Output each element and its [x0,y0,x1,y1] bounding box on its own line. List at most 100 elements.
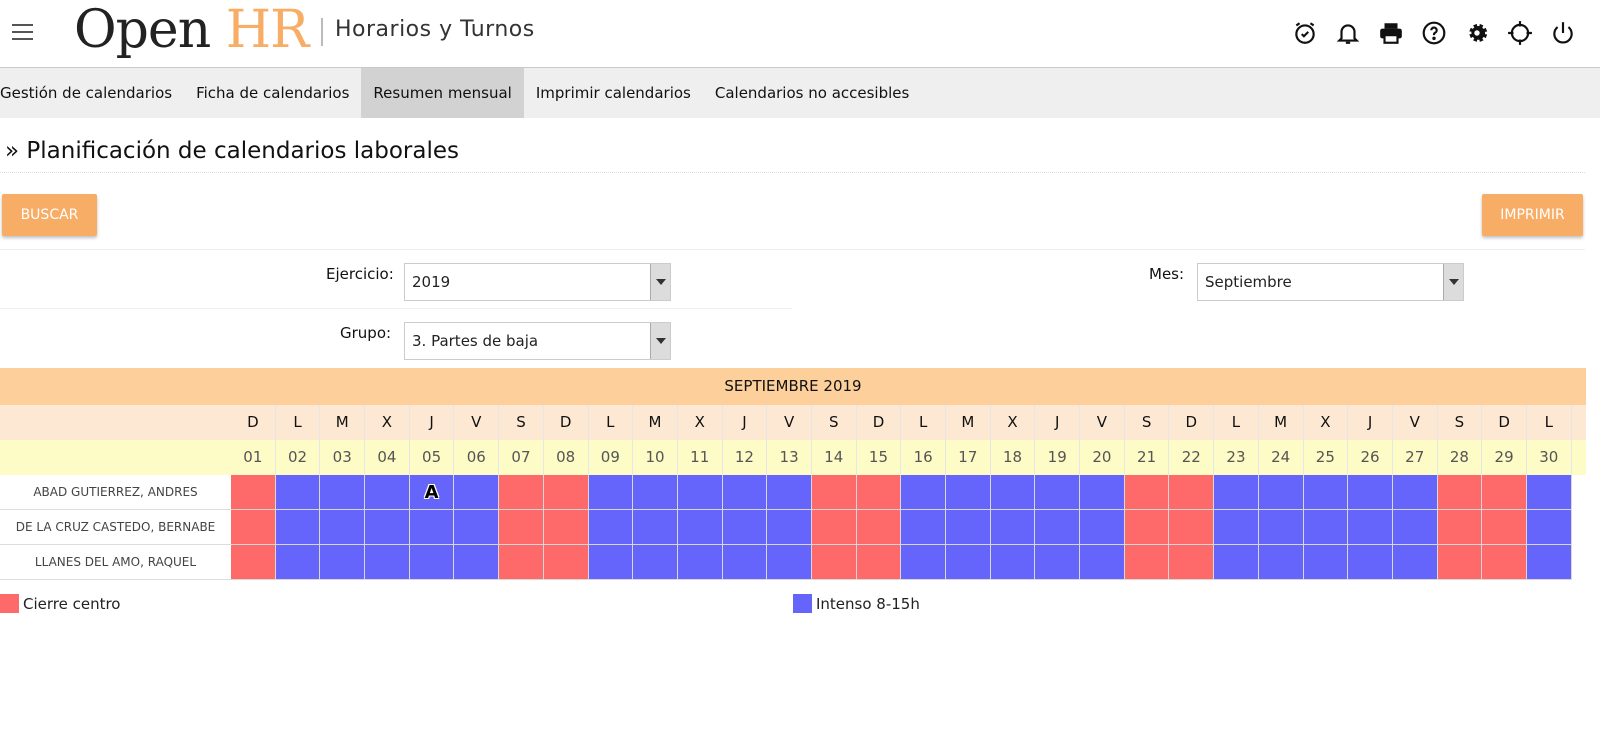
calendar-day-cell[interactable] [1348,545,1393,580]
calendar-day-cell[interactable]: A [409,475,455,510]
calendar-day-cell[interactable] [1348,510,1393,545]
calendar-day-cell[interactable] [811,475,857,510]
calendar-day-cell[interactable] [856,545,902,580]
calendar-day-cell[interactable] [1035,510,1081,545]
calendar-day-cell[interactable] [677,475,723,510]
calendar-day-cell[interactable] [1303,545,1349,580]
calendar-day-cell[interactable] [633,545,678,580]
calendar-day-cell[interactable] [1482,510,1527,545]
calendar-day-cell[interactable] [588,475,634,510]
calendar-day-cell[interactable] [409,510,455,545]
calendar-day-cell[interactable] [767,510,812,545]
calendar-day-cell[interactable] [1437,510,1483,545]
tab-ficha-calendarios[interactable]: Ficha de calendarios [196,84,350,102]
print-button[interactable]: IMPRIMIR [1482,194,1583,236]
calendar-day-cell[interactable] [1124,475,1170,510]
calendar-day-cell[interactable] [811,545,857,580]
calendar-day-cell[interactable] [409,545,455,580]
calendar-day-cell[interactable] [1035,475,1081,510]
calendar-day-cell[interactable] [1303,475,1349,510]
hamburger-menu-icon[interactable] [12,24,33,40]
calendar-day-cell[interactable] [1392,475,1438,510]
calendar-day-cell[interactable] [1258,545,1304,580]
calendar-day-cell[interactable] [499,510,544,545]
calendar-day-cell[interactable] [275,475,321,510]
calendar-day-cell[interactable] [1348,475,1393,510]
mes-select[interactable]: Septiembre [1197,263,1464,301]
calendar-day-cell[interactable] [1169,475,1215,510]
tab-resumen-mensual[interactable]: Resumen mensual [361,68,524,118]
openhr-logo[interactable]: Open HR [74,0,309,60]
calendar-day-cell[interactable] [677,510,723,545]
calendar-day-cell[interactable] [543,510,589,545]
calendar-day-cell[interactable] [275,510,321,545]
calendar-day-cell[interactable] [1258,475,1304,510]
calendar-day-cell[interactable] [767,545,812,580]
crosshair-icon[interactable] [1507,20,1533,46]
chevron-down-icon[interactable] [650,264,670,300]
calendar-day-cell[interactable] [1080,545,1125,580]
calendar-day-cell[interactable] [633,510,678,545]
calendar-day-cell[interactable] [543,545,589,580]
calendar-day-cell[interactable] [320,545,366,580]
calendar-day-cell[interactable] [1124,510,1170,545]
calendar-day-cell[interactable] [454,475,500,510]
calendar-day-cell[interactable] [1482,475,1527,510]
calendar-day-cell[interactable] [454,545,500,580]
calendar-day-cell[interactable] [901,475,946,510]
calendar-day-cell[interactable] [231,475,276,510]
calendar-day-cell[interactable] [588,545,634,580]
calendar-day-cell[interactable] [543,475,589,510]
calendar-day-cell[interactable] [1035,545,1081,580]
calendar-day-cell[interactable] [677,545,723,580]
calendar-day-cell[interactable] [1214,510,1259,545]
calendar-day-cell[interactable] [1169,545,1215,580]
calendar-day-cell[interactable] [499,475,544,510]
alarm-clock-icon[interactable] [1292,20,1318,46]
employee-name[interactable]: DE LA CRUZ CASTEDO, BERNABE [0,510,231,545]
calendar-day-cell[interactable] [231,545,276,580]
calendar-day-cell[interactable] [722,545,768,580]
calendar-day-cell[interactable] [722,475,768,510]
calendar-day-cell[interactable] [365,475,410,510]
calendar-day-cell[interactable] [856,475,902,510]
calendar-day-cell[interactable] [231,510,276,545]
calendar-day-cell[interactable] [454,510,500,545]
chevron-down-icon[interactable] [650,323,670,359]
tab-calendarios-no-accesibles[interactable]: Calendarios no accesibles [714,84,910,102]
calendar-day-cell[interactable] [1392,545,1438,580]
calendar-day-cell[interactable] [856,510,902,545]
calendar-day-cell[interactable] [1080,510,1125,545]
calendar-day-cell[interactable] [901,545,946,580]
calendar-day-cell[interactable] [1080,475,1125,510]
calendar-day-cell[interactable] [499,545,544,580]
employee-name[interactable]: LLANES DEL AMO, RAQUEL [0,545,231,580]
gear-icon[interactable] [1464,20,1490,46]
calendar-day-cell[interactable] [275,545,321,580]
calendar-day-cell[interactable] [1303,510,1349,545]
grupo-select[interactable]: 3. Partes de baja [404,322,671,360]
calendar-day-cell[interactable] [946,510,991,545]
calendar-day-cell[interactable] [365,545,410,580]
search-button[interactable]: BUSCAR [2,194,97,236]
chevron-down-icon[interactable] [1443,264,1463,300]
power-icon[interactable] [1550,20,1576,46]
calendar-day-cell[interactable] [811,510,857,545]
calendar-day-cell[interactable] [990,510,1036,545]
calendar-day-cell[interactable] [1124,545,1170,580]
calendar-day-cell[interactable] [901,510,946,545]
calendar-day-cell[interactable] [990,475,1036,510]
calendar-day-cell[interactable] [320,510,366,545]
calendar-day-cell[interactable] [1437,475,1483,510]
calendar-day-cell[interactable] [946,545,991,580]
calendar-day-cell[interactable] [1526,475,1572,510]
employee-name[interactable]: ABAD GUTIERREZ, ANDRES [0,475,231,510]
calendar-day-cell[interactable] [1258,510,1304,545]
calendar-day-cell[interactable] [1482,545,1527,580]
calendar-day-cell[interactable] [1214,545,1259,580]
calendar-day-cell[interactable] [1214,475,1259,510]
calendar-day-cell[interactable] [1437,545,1483,580]
bell-icon[interactable] [1335,20,1361,46]
tab-imprimir-calendarios[interactable]: Imprimir calendarios [535,84,691,102]
calendar-day-cell[interactable] [588,510,634,545]
